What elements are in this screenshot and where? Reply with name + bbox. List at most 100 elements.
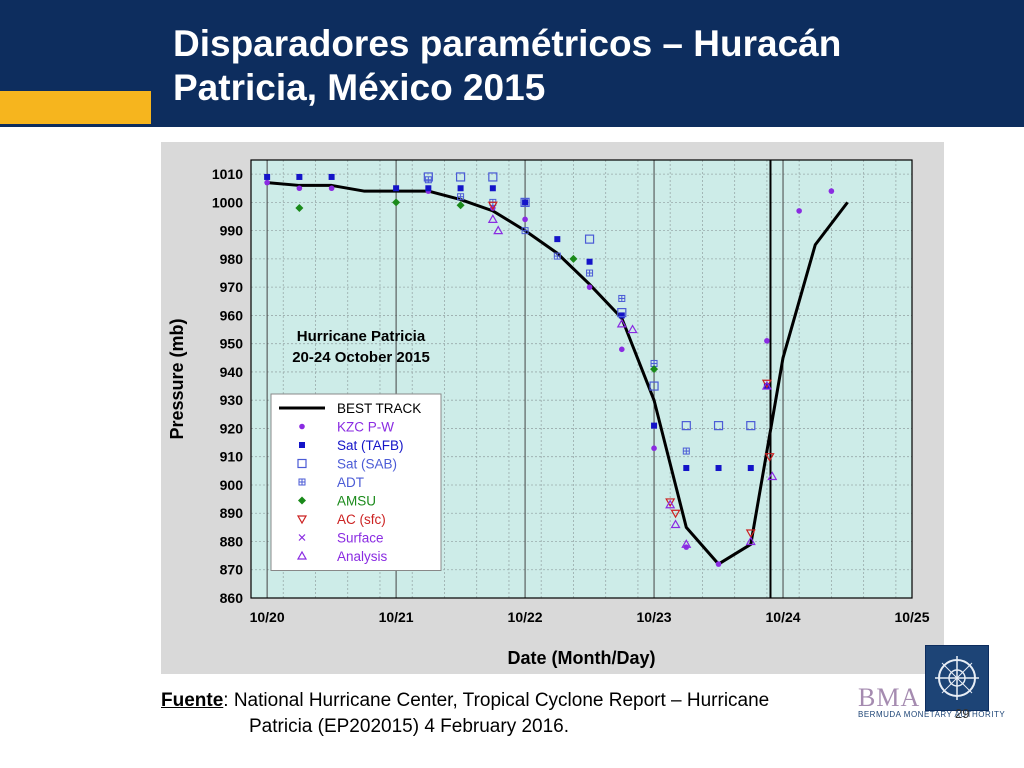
series-analysis-point bbox=[681, 539, 692, 548]
y-tick-label: 940 bbox=[220, 364, 244, 380]
slide-title: Disparadores paramétricos – Huracán Patr… bbox=[173, 22, 841, 110]
x-tick-label: 10/22 bbox=[508, 609, 543, 625]
series-kzc-p-w-point bbox=[328, 185, 335, 192]
series-analysis-point bbox=[487, 214, 498, 223]
series-analysis-point bbox=[767, 471, 778, 481]
y-tick-label: 870 bbox=[220, 562, 244, 578]
series-ac-sfc-point bbox=[764, 453, 775, 462]
header-accent-bar bbox=[0, 91, 151, 124]
legend-swatch-ac-sfc bbox=[296, 515, 308, 525]
series-ac-sfc-point bbox=[745, 529, 756, 539]
y-tick-label: 860 bbox=[220, 590, 244, 606]
series-kzc-p-w-point bbox=[715, 561, 722, 567]
series-analysis-point bbox=[670, 519, 681, 529]
series-sat-tafb-point bbox=[522, 199, 529, 206]
series-analysis-point bbox=[761, 380, 772, 390]
source-label: Fuente bbox=[161, 690, 224, 711]
series-sat-sab-point bbox=[488, 172, 498, 182]
page-number: 29 bbox=[955, 706, 970, 721]
legend-label: Analysis bbox=[337, 549, 388, 564]
x-tick-label: 10/23 bbox=[637, 609, 672, 625]
source-line2: Patricia (EP202015) 4 February 2016. bbox=[249, 716, 570, 737]
legend-label: BEST TRACK bbox=[337, 401, 421, 416]
y-tick-label: 880 bbox=[220, 533, 244, 549]
series-sat-sab-point bbox=[649, 381, 659, 391]
series-ac-sfc-point bbox=[487, 201, 498, 211]
series-sat-sab-point bbox=[681, 421, 691, 431]
legend-swatch-surface bbox=[298, 534, 306, 541]
series-kzc-p-w-point bbox=[264, 179, 270, 186]
legend-swatch-analysis bbox=[296, 550, 308, 560]
y-tick-label: 990 bbox=[220, 223, 244, 239]
slide-title-line1: Disparadores paramétricos – Huracán bbox=[173, 23, 842, 64]
series-kzc-p-w-point bbox=[651, 445, 657, 452]
y-axis-label: Pressure (mb) bbox=[167, 318, 187, 439]
series-sat-sab-point bbox=[617, 307, 627, 318]
series-sat-tafb-point bbox=[554, 236, 561, 243]
series-sat-tafb-point bbox=[489, 185, 496, 192]
y-tick-label: 930 bbox=[220, 392, 244, 408]
series-kzc-p-w-point bbox=[296, 185, 303, 192]
y-tick-label: 950 bbox=[220, 336, 244, 352]
series-sat-tafb-point bbox=[651, 422, 658, 429]
series-adt-point bbox=[457, 193, 465, 201]
series-amsu-point bbox=[456, 201, 465, 210]
series-adt-point bbox=[553, 252, 561, 260]
legend-label: Sat (TAFB) bbox=[337, 438, 404, 453]
series-analysis-point bbox=[627, 324, 638, 334]
series-adt-point bbox=[682, 447, 690, 455]
series-amsu-point bbox=[650, 365, 659, 374]
y-tick-label: 900 bbox=[220, 477, 244, 493]
source-line1: : National Hurricane Center, Tropical Cy… bbox=[223, 690, 770, 711]
x-axis-label: Date (Month/Day) bbox=[508, 648, 656, 668]
bma-emblem-icon bbox=[925, 645, 989, 711]
y-tick-label: 890 bbox=[220, 505, 244, 521]
legend-label: ADT bbox=[337, 475, 364, 490]
y-tick-label: 1010 bbox=[212, 166, 243, 182]
slide-header bbox=[0, 0, 1024, 127]
series-sat-tafb-point bbox=[328, 173, 335, 180]
series-sat-tafb-point bbox=[586, 258, 593, 265]
series-sat-tafb-point bbox=[618, 312, 625, 319]
series-kzc-p-w-point bbox=[522, 216, 528, 223]
pressure-chart-frame: 860 870 880 890 900 910 920 930 940 950 960 970 980 9… bbox=[161, 142, 944, 674]
series-kzc-p-w-point bbox=[828, 188, 835, 194]
source-citation: Fuente: National Hurricane Center, Tropi… bbox=[161, 688, 921, 740]
x-tick-label: 10/25 bbox=[894, 609, 929, 625]
legend-label: KZC P-W bbox=[337, 420, 394, 435]
chart-annotation-line1: Hurricane Patricia bbox=[297, 328, 426, 345]
series-kzc-p-w-point bbox=[586, 284, 593, 290]
series-sat-sab-point bbox=[455, 172, 466, 182]
series-sat-tafb-point bbox=[747, 465, 754, 472]
series-sat-tafb-point bbox=[683, 465, 690, 472]
series-sat-sab-point bbox=[584, 234, 595, 244]
legend-swatch-amsu bbox=[298, 496, 306, 505]
y-tick-label: 1000 bbox=[212, 194, 243, 210]
bma-logo-text: BMA bbox=[858, 683, 921, 712]
legend-label: Surface bbox=[337, 531, 384, 546]
series-sat-tafb-point bbox=[715, 465, 722, 472]
series-sat-sab-point bbox=[713, 421, 724, 431]
series-ac-sfc-point bbox=[761, 379, 772, 389]
series-ac-sfc-point bbox=[670, 509, 681, 519]
series-adt-point bbox=[586, 269, 594, 277]
series-amsu-point bbox=[392, 198, 401, 207]
y-tick-label: 910 bbox=[220, 449, 244, 465]
series-adt-point bbox=[521, 227, 529, 235]
legend-swatch-sat-tafb bbox=[299, 442, 305, 448]
series-analysis-point bbox=[745, 536, 756, 546]
pressure-chart: 860 870 880 890 900 910 920 930 940 950 960 970 980 9… bbox=[161, 142, 944, 674]
series-sat-sab-point bbox=[520, 197, 530, 207]
legend-label: AC (sfc) bbox=[337, 512, 386, 527]
chart-annotation-line2: 20-24 October 2015 bbox=[292, 349, 430, 366]
series-sat-tafb-point bbox=[264, 173, 271, 180]
series-ac-sfc-point bbox=[665, 498, 676, 508]
series-sat-tafb-point bbox=[393, 185, 400, 192]
series-sat-sab-point bbox=[746, 421, 756, 431]
legend-swatch-sat-sab bbox=[297, 458, 307, 469]
series-kzc-p-w-point bbox=[619, 346, 625, 353]
series-analysis-point bbox=[665, 499, 676, 509]
series-sat-tafb-point bbox=[425, 185, 432, 192]
legend-swatch-adt bbox=[298, 478, 306, 486]
slide-title-line2: Patricia, México 2015 bbox=[173, 67, 546, 108]
